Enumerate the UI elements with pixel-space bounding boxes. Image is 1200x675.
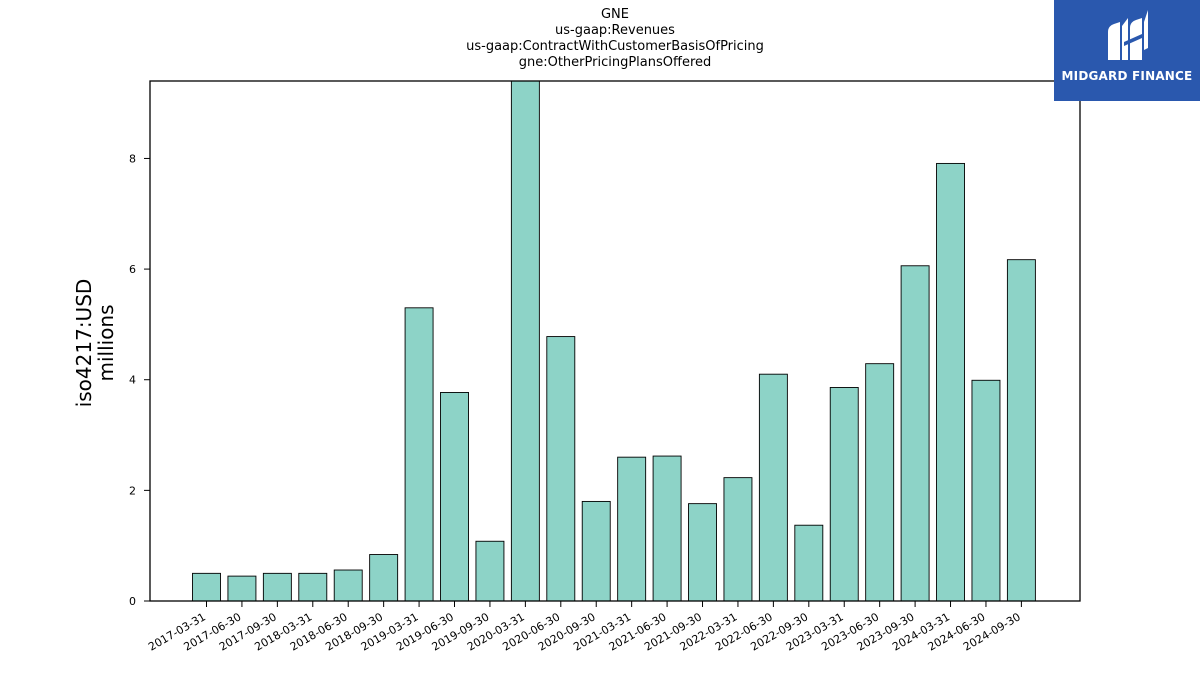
bar [333, 569, 363, 602]
logo-text: MIDGARD FINANCE [1061, 69, 1193, 83]
y-tick-label: 2 [129, 484, 136, 497]
y-axis-label-line: iso4217:USD [72, 279, 96, 408]
bar [723, 477, 753, 602]
bar [900, 265, 930, 602]
bar [1006, 259, 1036, 602]
chart-title-line-member: gne:OtherPricingPlansOffered [518, 55, 712, 70]
bar [440, 392, 469, 602]
bar [581, 500, 611, 602]
bar [475, 540, 505, 602]
bar [262, 572, 292, 602]
bar [546, 336, 576, 602]
bar [829, 387, 859, 602]
bar [758, 373, 788, 602]
chart-title-line-concept: us-gaap:Revenues [555, 23, 675, 38]
bar [192, 572, 221, 602]
bar [227, 575, 257, 602]
bar [971, 379, 1001, 602]
plot-frame [149, 80, 1081, 602]
y-tick-label: 6 [129, 263, 136, 276]
y-tick-label: 8 [129, 152, 136, 165]
bar [652, 455, 682, 602]
chart-title: GNE us-gaap:Revenues us-gaap:ContractWit… [150, 7, 1080, 71]
bar [688, 503, 717, 602]
bar [510, 80, 540, 602]
y-tick-label: 0 [129, 595, 136, 608]
bar [936, 162, 965, 602]
bar [369, 554, 399, 602]
chart-title-line-company: GNE [600, 7, 629, 22]
midgard-finance-logo-icon [1108, 10, 1148, 60]
y-axis-label: iso4217:USDmillions [72, 279, 118, 408]
bar [404, 307, 434, 602]
bar [617, 456, 647, 602]
chart-title-line-axis: us-gaap:ContractWithCustomerBasisOfPrici… [466, 39, 764, 54]
bar [865, 363, 895, 602]
bar [794, 524, 824, 602]
y-axis-label-line: millions [94, 304, 118, 381]
bar [298, 572, 328, 602]
midgard-finance-logo: MIDGARD FINANCE [1054, 0, 1200, 101]
y-tick-label: 4 [129, 374, 136, 387]
